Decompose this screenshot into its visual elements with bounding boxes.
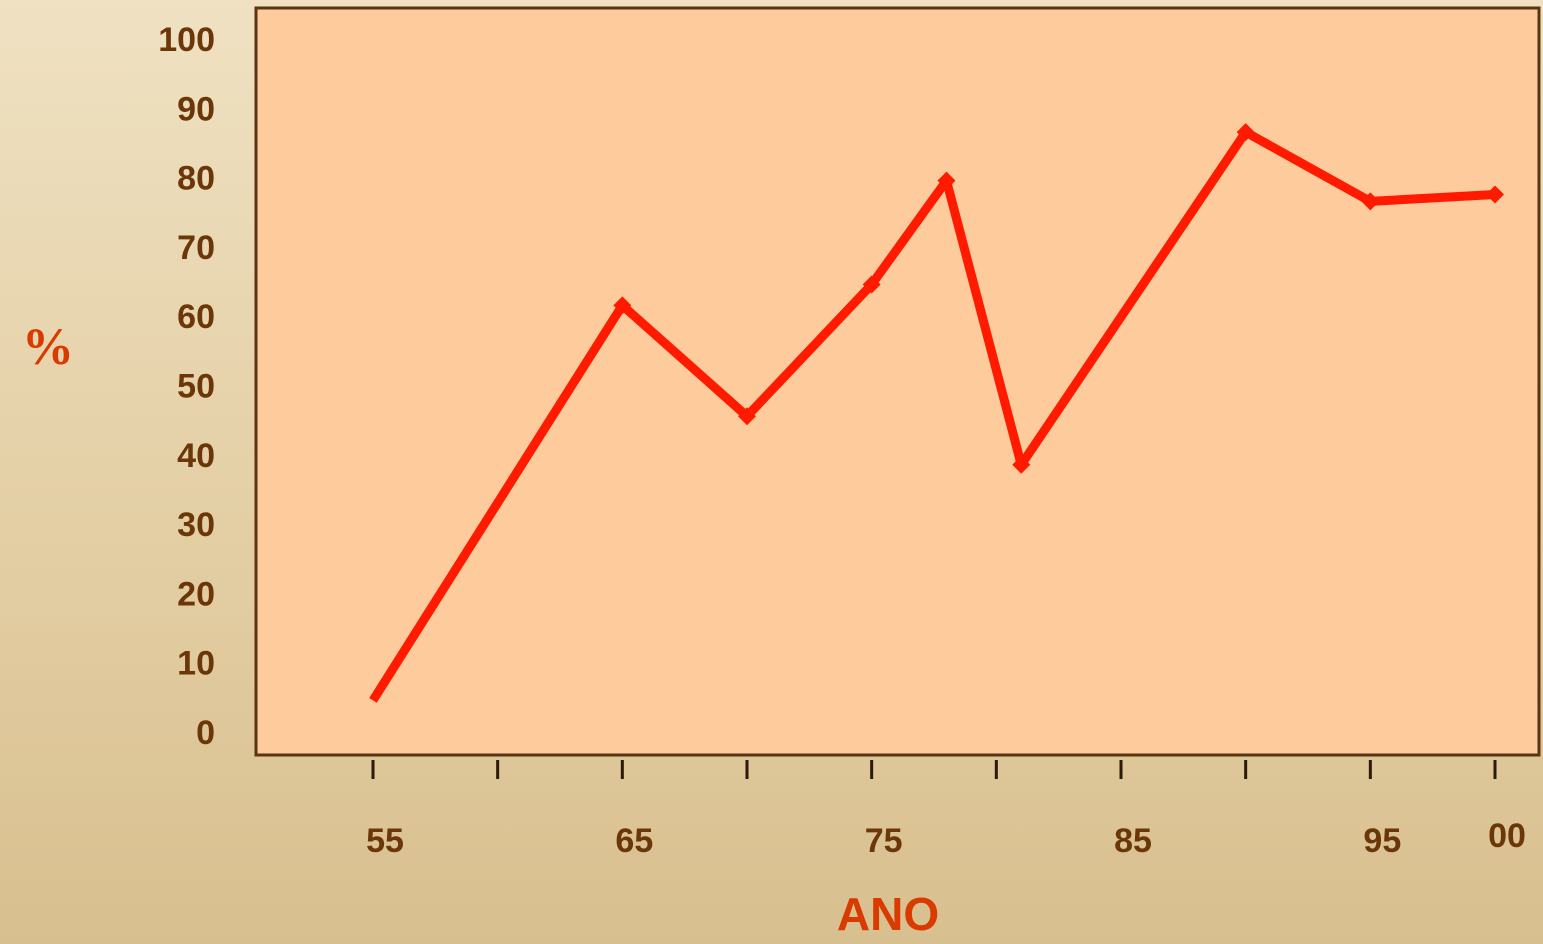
point-marker (1012, 455, 1031, 474)
x-axis-label: ANO (837, 888, 939, 940)
point-marker (738, 407, 756, 426)
point-marker (1361, 192, 1380, 211)
x-tick-label: 75 (865, 822, 903, 860)
point-marker (1486, 185, 1504, 204)
y-tick-label: 60 (177, 298, 215, 336)
y-tick-label: 100 (158, 21, 215, 59)
x-tick-label: 65 (615, 822, 653, 860)
x-tick-label: 95 (1363, 822, 1401, 860)
plot-area (254, 6, 1541, 757)
x-tick-label: 55 (366, 822, 404, 860)
point-marker (937, 171, 956, 190)
y-axis-label: % (22, 319, 74, 376)
y-tick-label: 80 (177, 160, 215, 198)
y-tick-label: 70 (177, 229, 215, 267)
x-tick-label: 00 (1488, 817, 1526, 855)
y-tick-label: 10 (177, 645, 215, 683)
y-tick-label: 90 (177, 90, 215, 128)
point-marker (862, 275, 881, 294)
y-tick-label: 40 (177, 437, 215, 475)
point-marker (613, 296, 632, 315)
y-tick-label: 20 (177, 575, 215, 613)
y-tick-label: 0 (196, 714, 215, 752)
x-tick-label: 85 (1114, 822, 1152, 860)
y-tick-label: 30 (177, 506, 215, 544)
y-tick-label: 50 (177, 367, 215, 405)
point-marker (1236, 123, 1255, 142)
